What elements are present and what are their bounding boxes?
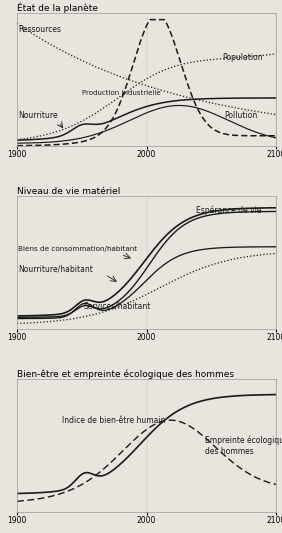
- Text: Empreinte écologique
des hommes: Empreinte écologique des hommes: [205, 435, 282, 456]
- Text: Indice de bien-être humain: Indice de bien-être humain: [62, 416, 166, 425]
- Text: Population: Population: [222, 53, 263, 62]
- Text: Services/habitant: Services/habitant: [83, 302, 151, 311]
- Text: Espérance de vie: Espérance de vie: [196, 205, 261, 215]
- Text: Production industrielle: Production industrielle: [82, 91, 160, 96]
- Text: Biens de consommation/habitant: Biens de consommation/habitant: [18, 246, 137, 252]
- Text: Ressources: Ressources: [18, 25, 61, 34]
- Text: Nourriture/habitant: Nourriture/habitant: [18, 265, 93, 274]
- Text: Nourriture: Nourriture: [18, 111, 58, 120]
- Text: État de la planète: État de la planète: [17, 3, 98, 13]
- Text: Bien-être et empreinte écologique des hommes: Bien-être et empreinte écologique des ho…: [17, 369, 234, 379]
- Text: Niveau de vie matériel: Niveau de vie matériel: [17, 187, 120, 196]
- Text: Pollution: Pollution: [224, 111, 258, 120]
